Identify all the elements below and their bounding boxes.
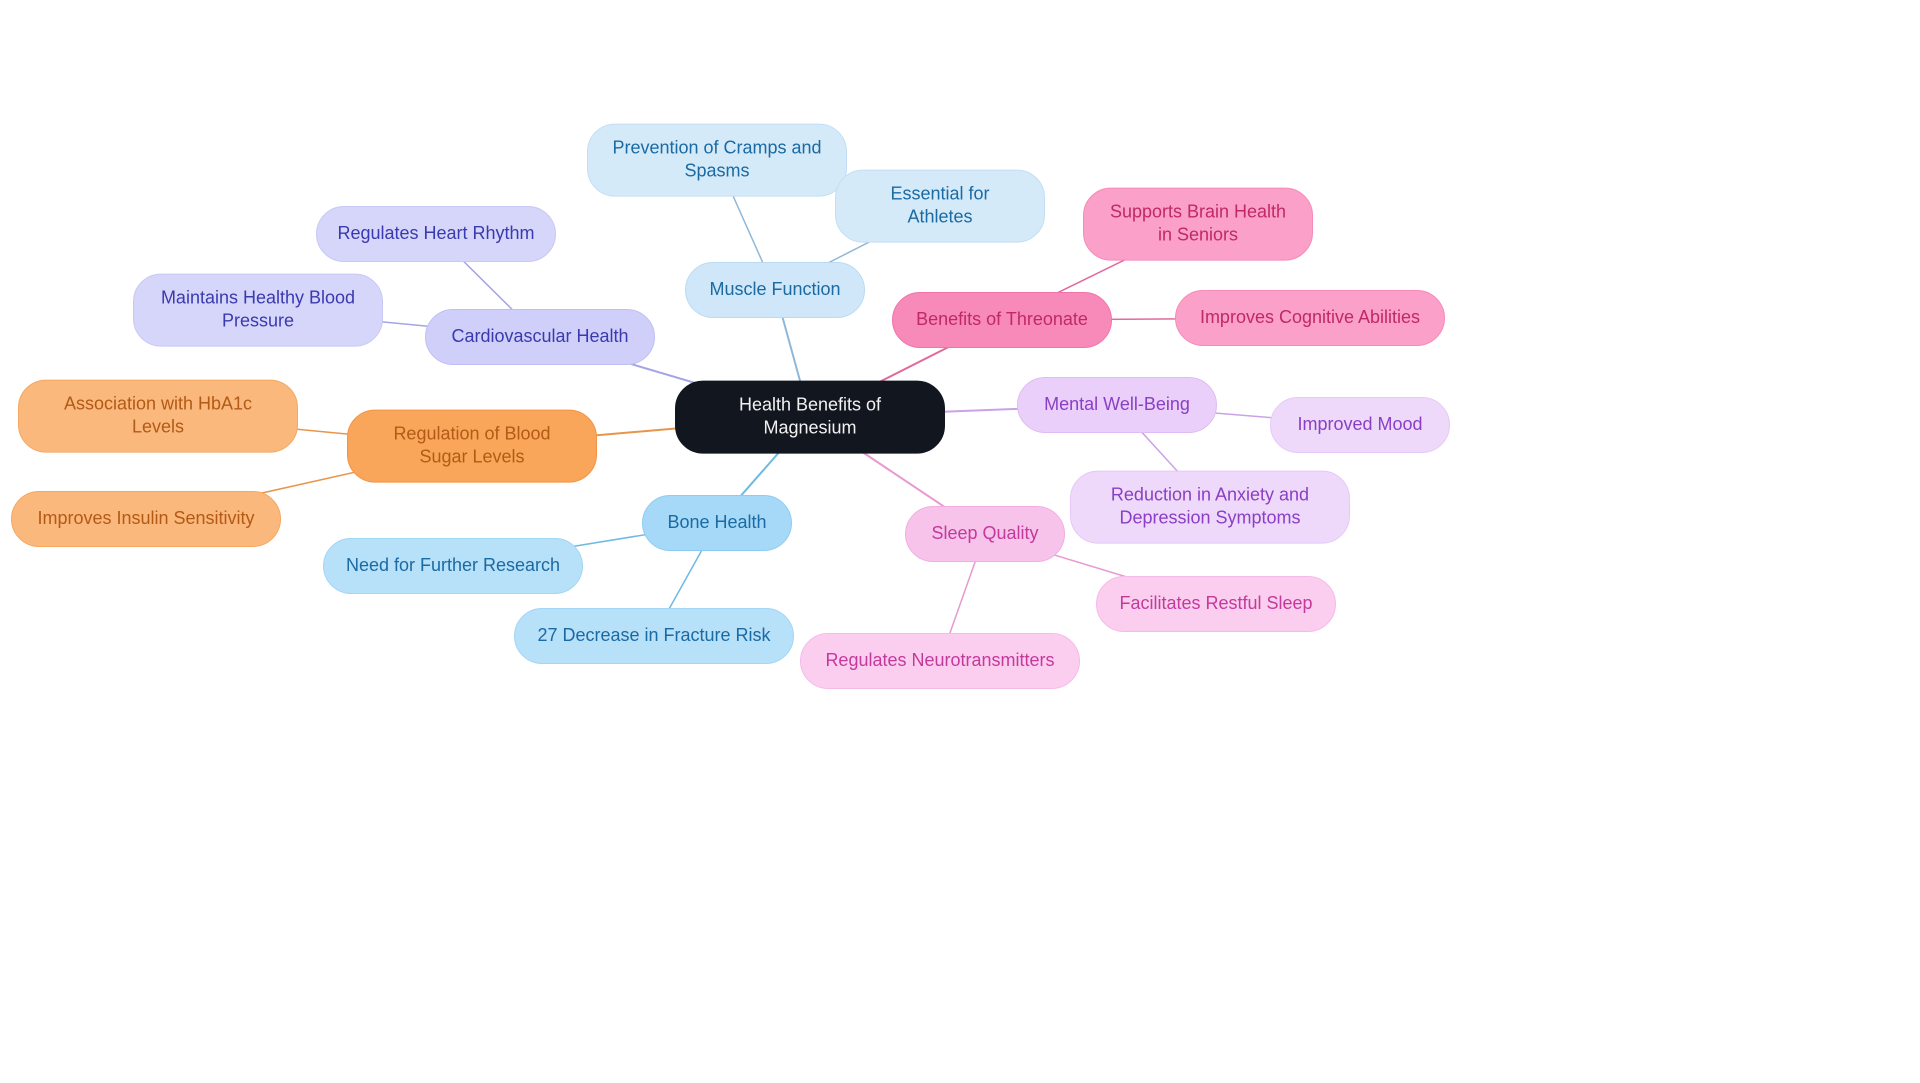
node-label: Association with HbA1c Levels xyxy=(39,393,277,440)
mindmap-node: Regulates Neurotransmitters xyxy=(800,633,1080,689)
node-label: Cardiovascular Health xyxy=(451,325,628,348)
node-label: Muscle Function xyxy=(709,278,840,301)
node-label: Mental Well-Being xyxy=(1044,393,1190,416)
node-label: Maintains Healthy Blood Pressure xyxy=(154,287,362,334)
mindmap-node: Improves Insulin Sensitivity xyxy=(11,491,281,547)
node-label: Improves Cognitive Abilities xyxy=(1200,306,1420,329)
mindmap-node: Cardiovascular Health xyxy=(425,309,655,365)
node-label: Bone Health xyxy=(667,511,766,534)
mindmap-node: Regulates Heart Rhythm xyxy=(316,206,556,262)
mindmap-node: Supports Brain Health in Seniors xyxy=(1083,188,1313,261)
node-label: Regulates Neurotransmitters xyxy=(825,649,1054,672)
node-label: Regulates Heart Rhythm xyxy=(337,222,534,245)
mindmap-node: Improved Mood xyxy=(1270,397,1450,453)
mindmap-node: Muscle Function xyxy=(685,262,865,318)
mindmap-node: Regulation of Blood Sugar Levels xyxy=(347,410,597,483)
node-label: Prevention of Cramps and Spasms xyxy=(608,137,826,184)
node-label: Regulation of Blood Sugar Levels xyxy=(368,423,576,470)
node-label: Need for Further Research xyxy=(346,554,560,577)
mindmap-node: Mental Well-Being xyxy=(1017,377,1217,433)
mindmap-node: Need for Further Research xyxy=(323,538,583,594)
node-label: Health Benefits of Magnesium xyxy=(696,394,924,441)
node-label: 27 Decrease in Fracture Risk xyxy=(537,624,770,647)
mindmap-node: Reduction in Anxiety and Depression Symp… xyxy=(1070,471,1350,544)
mindmap-node: Maintains Healthy Blood Pressure xyxy=(133,274,383,347)
node-label: Facilitates Restful Sleep xyxy=(1119,592,1312,615)
mindmap-node: Prevention of Cramps and Spasms xyxy=(587,124,847,197)
mindmap-node: Improves Cognitive Abilities xyxy=(1175,290,1445,346)
node-label: Benefits of Threonate xyxy=(916,308,1088,331)
mindmap-node: 27 Decrease in Fracture Risk xyxy=(514,608,794,664)
mindmap-node: Bone Health xyxy=(642,495,792,551)
node-label: Improves Insulin Sensitivity xyxy=(37,507,254,530)
mindmap-node: Facilitates Restful Sleep xyxy=(1096,576,1336,632)
node-label: Supports Brain Health in Seniors xyxy=(1104,201,1292,248)
node-label: Essential for Athletes xyxy=(856,183,1024,230)
node-label: Reduction in Anxiety and Depression Symp… xyxy=(1091,484,1329,531)
center-node: Health Benefits of Magnesium xyxy=(675,381,945,454)
node-label: Sleep Quality xyxy=(931,522,1038,545)
mindmap-node: Association with HbA1c Levels xyxy=(18,380,298,453)
mindmap-node: Essential for Athletes xyxy=(835,170,1045,243)
mindmap-node: Sleep Quality xyxy=(905,506,1065,562)
node-label: Improved Mood xyxy=(1297,413,1422,436)
mindmap-node: Benefits of Threonate xyxy=(892,292,1112,348)
